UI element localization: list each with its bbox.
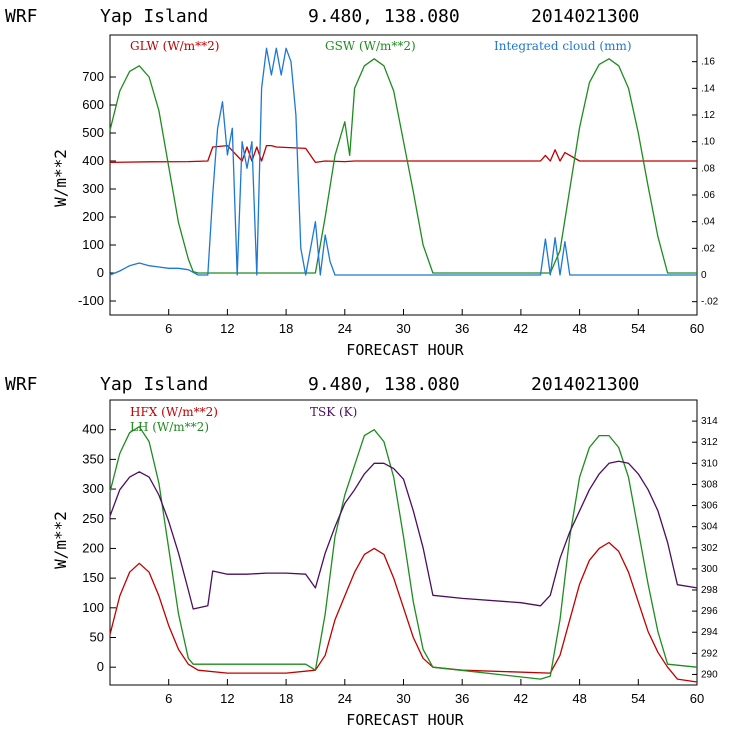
top-axis-ticks: 6 12 18 24 30 36 42 48 54 60 -100 0 100 200 300 400 500 6… (78, 57, 719, 336)
top-y-tick-label: -100 (78, 293, 104, 308)
top-panel: WRF Yap Island 9.480, 138.080 2014021300… (5, 6, 719, 359)
top-series-glw (109, 144, 697, 164)
top-y2-tick-label: .04 (701, 217, 715, 228)
bottom-x-tick-label: 60 (690, 691, 704, 706)
top-y-tick-label: 500 (82, 125, 104, 140)
bottom-legend-tsk: TSK (K) (310, 405, 357, 419)
bottom-series-tsk (109, 460, 698, 610)
bottom-y-tick-label: 350 (82, 451, 104, 466)
top-title-init: 2014021300 (531, 6, 639, 27)
bottom-legend-hfx: HFX (W/m**2) (130, 405, 218, 419)
top-x-tick-label: 18 (279, 321, 293, 336)
top-title-location: Yap Island (100, 6, 208, 27)
bottom-y2-tick-label: 310 (701, 458, 718, 469)
top-y-tick-label: 300 (82, 181, 104, 196)
top-legend-cloud: Integrated cloud (mm) (494, 39, 632, 53)
bottom-x-tick-label: 24 (338, 691, 352, 706)
top-y-tick-label: 700 (82, 69, 104, 84)
top-x-tick-label: 24 (338, 321, 352, 336)
top-x-tick-label: 42 (514, 321, 528, 336)
bottom-y-tick-label: 0 (97, 659, 104, 674)
bottom-y2-tick-label: 312 (701, 437, 718, 448)
bottom-y2-tick-label: 292 (701, 648, 718, 659)
bottom-legend-lh: LH (W/m**2) (130, 420, 209, 434)
top-title-coords: 9.480, 138.080 (308, 6, 460, 27)
top-y-tick-label: 600 (82, 97, 104, 112)
top-legend-glw: GLW (W/m**2) (130, 39, 219, 53)
top-y-axis-label: W/m**2 (51, 149, 70, 207)
top-y2-tick-label: .12 (701, 110, 715, 121)
bottom-y2-tick-label: 296 (701, 606, 718, 617)
top-x-tick-label: 54 (631, 321, 645, 336)
top-y2-tick-label: .08 (701, 163, 715, 174)
top-y2-tick-label: .10 (701, 137, 715, 148)
bottom-y-tick-label: 300 (82, 481, 104, 496)
bottom-x-tick-label: 42 (514, 691, 528, 706)
top-x-tick-label: 12 (220, 321, 234, 336)
top-y-tick-label: 200 (82, 209, 104, 224)
bottom-y2-tick-label: 302 (701, 543, 718, 554)
top-series-group (109, 47, 697, 276)
top-x-tick-label: 60 (690, 321, 704, 336)
top-x-tick-label: 36 (455, 321, 469, 336)
bottom-x-axis-label: FORECAST HOUR (346, 711, 464, 729)
bottom-y2-tick-label: 298 (701, 585, 718, 596)
bottom-title-location: Yap Island (100, 374, 208, 395)
top-title-model: WRF (5, 6, 38, 27)
top-x-tick-label: 48 (572, 321, 586, 336)
bottom-x-tick-label: 6 (165, 691, 172, 706)
bottom-y-tick-label: 100 (82, 600, 104, 615)
bottom-axis-ticks: 6 12 18 24 30 36 42 48 54 60 0 50 100 150 200 250 300 350… (82, 416, 718, 706)
bottom-y-axis-label: W/m**2 (51, 511, 70, 569)
bottom-y2-tick-label: 306 (701, 501, 718, 512)
bottom-y-tick-label: 200 (82, 540, 104, 555)
top-series-integrated (109, 47, 697, 276)
bottom-y-tick-label: 400 (82, 422, 104, 437)
bottom-y-tick-label: 50 (90, 630, 104, 645)
top-y2-tick-label: .06 (701, 190, 715, 201)
bottom-y2-tick-label: 290 (701, 669, 718, 680)
bottom-series-group (109, 426, 698, 683)
top-x-tick-label: 30 (396, 321, 410, 336)
bottom-y2-tick-label: 300 (701, 564, 718, 575)
bottom-panel: WRF Yap Island 9.480, 138.080 2014021300… (5, 374, 718, 729)
bottom-x-tick-label: 30 (396, 691, 410, 706)
top-x-tick-label: 6 (165, 321, 172, 336)
bottom-x-tick-label: 48 (572, 691, 586, 706)
top-y2-tick-label: -.02 (701, 297, 719, 308)
top-y-tick-label: 400 (82, 153, 104, 168)
top-legend-gsw: GSW (W/m**2) (325, 39, 416, 53)
top-y-tick-label: 0 (97, 265, 104, 280)
bottom-series-lh (109, 426, 698, 680)
bottom-y2-tick-label: 294 (701, 627, 718, 638)
bottom-x-tick-label: 12 (220, 691, 234, 706)
top-y2-tick-label: 0 (701, 270, 707, 281)
top-y2-tick-label: .14 (701, 83, 715, 94)
bottom-y-tick-label: 150 (82, 570, 104, 585)
bottom-x-tick-label: 36 (455, 691, 469, 706)
top-x-axis-label: FORECAST HOUR (346, 341, 464, 359)
top-series-gsw (109, 58, 697, 274)
bottom-x-tick-label: 18 (279, 691, 293, 706)
bottom-title-model: WRF (5, 374, 38, 395)
top-y2-tick-label: .16 (701, 57, 715, 68)
bottom-x-tick-label: 54 (631, 691, 645, 706)
bottom-y-tick-label: 250 (82, 511, 104, 526)
top-y2-tick-label: .02 (701, 243, 715, 254)
bottom-title-coords: 9.480, 138.080 (308, 374, 460, 395)
bottom-series-hfx (109, 541, 698, 683)
bottom-y2-tick-label: 308 (701, 479, 718, 490)
bottom-title-init: 2014021300 (531, 374, 639, 395)
bottom-y2-tick-label: 314 (701, 416, 718, 427)
top-y-tick-label: 100 (82, 237, 104, 252)
bottom-y2-tick-label: 304 (701, 522, 718, 533)
